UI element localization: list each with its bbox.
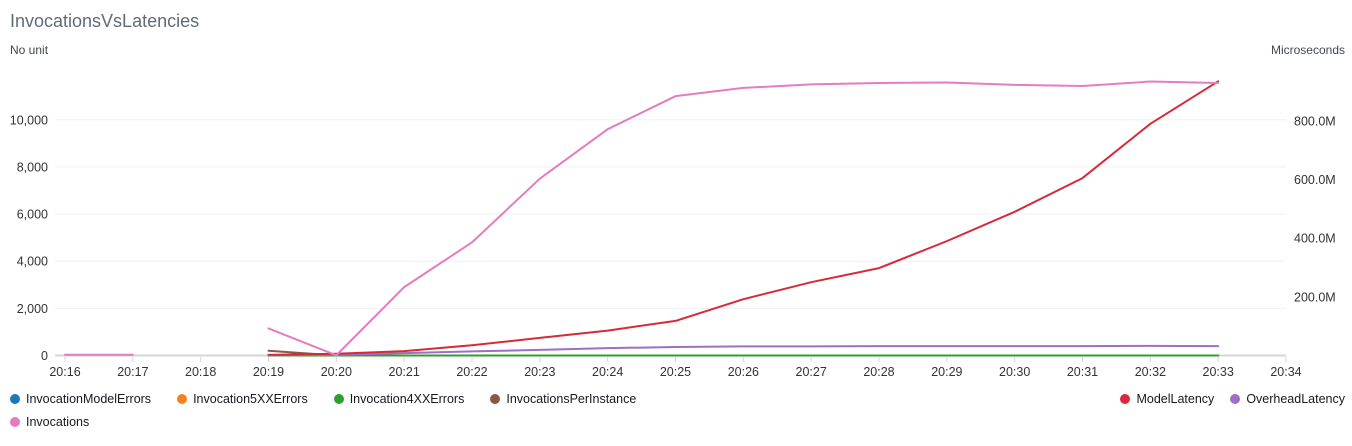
legend-item-label: ModelLatency [1136, 391, 1215, 406]
legend-item-label: OverheadLatency [1246, 391, 1345, 406]
legend-item-InvocationModelErrors[interactable]: InvocationModelErrors [10, 392, 151, 406]
x-axis-tick-label: 20:17 [117, 365, 148, 379]
y-axis-tick-label: 10,000 [10, 113, 48, 127]
x-axis-tick-label: 20:31 [1067, 365, 1098, 379]
legend-color-dot [1230, 393, 1241, 404]
y-axis-tick-label: 6,000 [17, 208, 48, 222]
legend-color-dot [177, 393, 188, 404]
legend-item-ModelLatency[interactable]: ModelLatency [1120, 392, 1214, 406]
chart-title: InvocationsVsLatencies [10, 11, 200, 31]
x-axis-tick-label: 20:27 [796, 365, 827, 379]
x-axis-tick-label: 20:28 [863, 365, 894, 379]
legend-color-dot [1120, 393, 1131, 404]
legend-color-dot [333, 393, 344, 404]
y-axis-tick-label: 8,000 [17, 160, 48, 174]
y-axis-tick-label: 0 [41, 349, 48, 363]
x-axis-tick-label: 20:34 [1270, 365, 1301, 379]
legend-row-2: Invocations [10, 410, 1345, 433]
left-axis-unit-label: No unit [10, 43, 49, 57]
x-axis-tick-label: 20:23 [524, 365, 555, 379]
legend-item-label: InvocationsPerInstance [506, 391, 637, 406]
x-axis-tick-label: 20:25 [660, 365, 691, 379]
x-axis-tick-label: 20:24 [592, 365, 623, 379]
legend-color-dot [10, 393, 20, 404]
legend-row-1: InvocationModelErrors Invocation5XXErrors… [10, 387, 1345, 410]
right-axis-unit-label: Microseconds [1270, 43, 1345, 57]
x-axis-tick-label: 20:33 [1203, 365, 1234, 379]
x-axis-tick-label: 20:21 [389, 365, 420, 379]
right-axis-tick-label: 800.0M [1294, 114, 1336, 128]
legend-right-cluster: ModelLatency OverheadLatency [1104, 392, 1345, 406]
x-axis-tick-label: 20:29 [931, 365, 962, 379]
right-axis-tick-label: 600.0M [1294, 173, 1336, 187]
right-axis-tick-label: 200.0M [1294, 290, 1336, 304]
right-axis-tick-label: 400.0M [1294, 232, 1336, 246]
legend-item-label: Invocation5XXErrors [193, 391, 308, 406]
chart-plot-area[interactable]: 0 2,000 4,000 6,000 8,000 10,000 200.0M 400.0M 6… [0, 59, 1352, 385]
legend-color-dot [10, 416, 20, 427]
series-line-Invocations[interactable] [267, 80, 1220, 357]
x-axis-tick-label: 20:20 [321, 365, 352, 379]
legend-item-Invocation4XXErrors[interactable]: Invocation4XXErrors [333, 391, 465, 406]
legend-item-Invocation5XXErrors[interactable]: Invocation5XXErrors [177, 392, 308, 406]
x-axis-tick-label: 20:22 [456, 365, 487, 379]
x-axis-tick-label: 20:32 [1135, 365, 1166, 379]
x-axis-tick-label: 20:18 [185, 365, 216, 379]
x-axis-tick-label: 20:26 [728, 365, 759, 379]
axis-units-row: No unit Microseconds [0, 32, 1352, 59]
legend-item-Invocations[interactable]: Invocations [10, 415, 89, 429]
legend-item-OverheadLatency[interactable]: OverheadLatency [1230, 392, 1345, 406]
y-axis-tick-label: 4,000 [17, 255, 48, 269]
legend-item-InvocationsPerInstance[interactable]: InvocationsPerInstance [490, 392, 636, 406]
chart-legend: InvocationModelErrors Invocation5XXErrors… [0, 385, 1352, 433]
legend-item-label: Invocations [26, 414, 90, 429]
series-line-ModelLatency[interactable] [267, 80, 1220, 356]
legend-color-dot [490, 393, 501, 404]
legend-item-label: InvocationModelErrors [26, 391, 152, 406]
x-axis-tick-label: 20:16 [49, 365, 80, 379]
x-axis-tick-label: 20:19 [253, 365, 284, 379]
x-axis-tick-label: 20:30 [999, 365, 1030, 379]
y-axis-tick-label: 2,000 [17, 302, 48, 316]
legend-item-label: Invocation4XXErrors [349, 391, 465, 406]
series-line-OverheadLatency[interactable] [267, 344, 1220, 357]
